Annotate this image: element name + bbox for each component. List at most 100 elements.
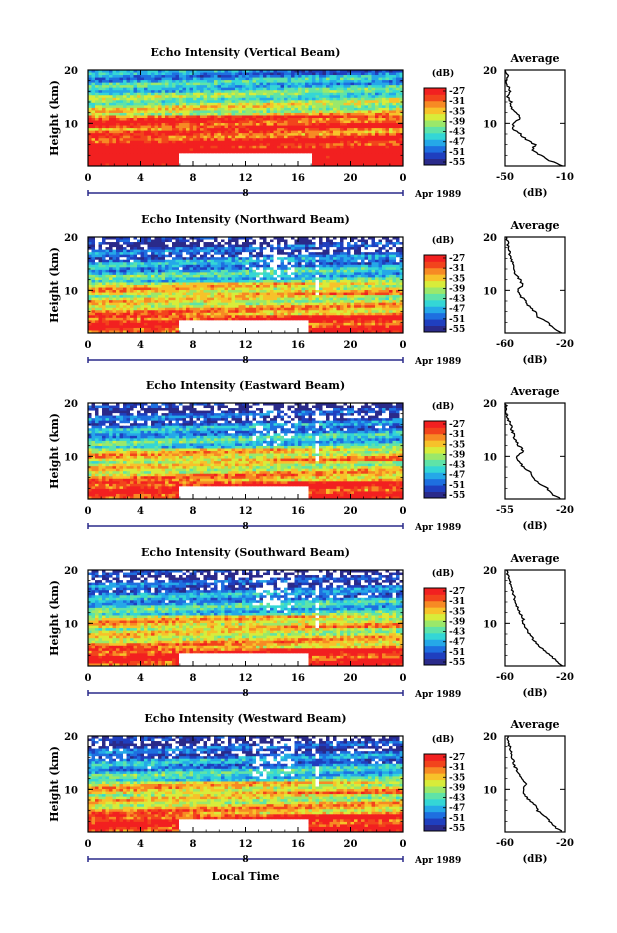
heatmap-cell (120, 245, 124, 248)
heatmap-cell (302, 118, 306, 121)
heatmap-cell (242, 126, 246, 129)
heatmap-cell (214, 98, 218, 101)
heatmap-cell (102, 123, 106, 126)
heatmap-cell (386, 105, 390, 108)
heatmap-cell (130, 156, 134, 159)
heatmap-cell (95, 270, 99, 273)
heatmap-cell (204, 118, 208, 121)
heatmap-cell (221, 88, 225, 91)
heatmap-cell (389, 143, 393, 146)
heatmap-cell (239, 146, 243, 149)
heatmap-cell (193, 141, 197, 144)
heatmap-cell (151, 118, 155, 121)
heatmap-cell (200, 103, 204, 106)
heatmap-cell (368, 158, 372, 161)
heatmap-cell (302, 110, 306, 113)
heatmap-cell (235, 250, 239, 253)
heatmap-cell (225, 138, 229, 141)
heatmap-cell (113, 83, 117, 86)
heatmap-cell (372, 247, 376, 250)
heatmap-cell (340, 108, 344, 111)
heatmap-cell (316, 83, 320, 86)
heatmap-cell (354, 123, 358, 126)
heatmap-cell (361, 73, 365, 76)
heatmap-cell (151, 110, 155, 113)
heatmap-cell (92, 100, 96, 103)
heatmap-cell (361, 158, 365, 161)
heatmap-cell (200, 255, 204, 258)
heatmap-cell (232, 100, 236, 103)
heatmap-cell (340, 275, 344, 278)
heatmap-cell (256, 98, 260, 101)
heatmap-cell (396, 110, 400, 113)
heatmap-cell (337, 153, 341, 156)
heatmap-cell (302, 272, 306, 275)
heatmap-cell (235, 275, 239, 278)
heatmap-cell (169, 270, 173, 273)
heatmap-cell (120, 100, 124, 103)
heatmap-cell (288, 260, 292, 263)
heatmap-cell (337, 133, 341, 136)
heatmap-cell (267, 123, 271, 126)
heatmap-cell (92, 143, 96, 146)
heatmap-cell (137, 146, 141, 149)
heatmap-cell (260, 265, 264, 268)
heatmap-cell (197, 95, 201, 98)
heatmap-cell (221, 146, 225, 149)
heatmap-cell (109, 265, 113, 268)
heatmap-cell (270, 141, 274, 144)
heatmap-cell (316, 148, 320, 151)
heatmap-cell (305, 143, 309, 146)
heatmap-cell (221, 85, 225, 88)
heatmap-cell (375, 151, 379, 154)
heatmap-cell (102, 100, 106, 103)
heatmap-cell (144, 153, 148, 156)
heatmap-cell (246, 93, 250, 96)
heatmap-cell (221, 255, 225, 258)
heatmap-cell (214, 262, 218, 265)
heatmap-cell (379, 103, 383, 106)
heatmap-cell (274, 128, 278, 131)
heatmap-cell (165, 85, 169, 88)
heatmap-cell (120, 240, 124, 243)
heatmap-cell (249, 90, 253, 93)
heatmap-cell (323, 245, 327, 248)
heatmap-cell (172, 156, 176, 159)
heatmap-cell (176, 78, 180, 81)
heatmap-cell (330, 126, 334, 129)
heatmap-cell (141, 115, 145, 118)
heatmap-cell (386, 275, 390, 278)
heatmap-cell (235, 133, 239, 136)
heatmap-cell (151, 138, 155, 141)
heatmap-cell (169, 148, 173, 151)
heatmap-cell (130, 153, 134, 156)
heatmap-cell (386, 123, 390, 126)
heatmap-cell (382, 85, 386, 88)
heatmap-cell (260, 143, 264, 146)
heatmap-cell (193, 247, 197, 250)
heatmap-cell (95, 275, 99, 278)
heatmap-cell (365, 123, 369, 126)
heatmap-cell (372, 265, 376, 268)
heatmap-cell (263, 80, 267, 83)
heatmap-cell (228, 156, 232, 159)
heatmap-cell (92, 93, 96, 96)
heatmap-cell (358, 133, 362, 136)
heatmap-cell (127, 105, 131, 108)
heatmap-cell (225, 270, 229, 273)
heatmap-cell (386, 126, 390, 129)
heatmap-cell (186, 146, 190, 149)
heatmap-cell (344, 93, 348, 96)
heatmap-cell (309, 267, 313, 270)
heatmap-cell (319, 133, 323, 136)
heatmap-cell (165, 260, 169, 263)
heatmap-cell (176, 123, 180, 126)
heatmap-cell (372, 136, 376, 139)
heatmap-cell (228, 161, 232, 164)
heatmap-cell (239, 138, 243, 141)
heatmap-cell (389, 126, 393, 129)
heatmap-cell (368, 100, 372, 103)
colorbar-swatch (424, 127, 446, 134)
heatmap-cell (207, 161, 211, 164)
heatmap-cell (102, 85, 106, 88)
